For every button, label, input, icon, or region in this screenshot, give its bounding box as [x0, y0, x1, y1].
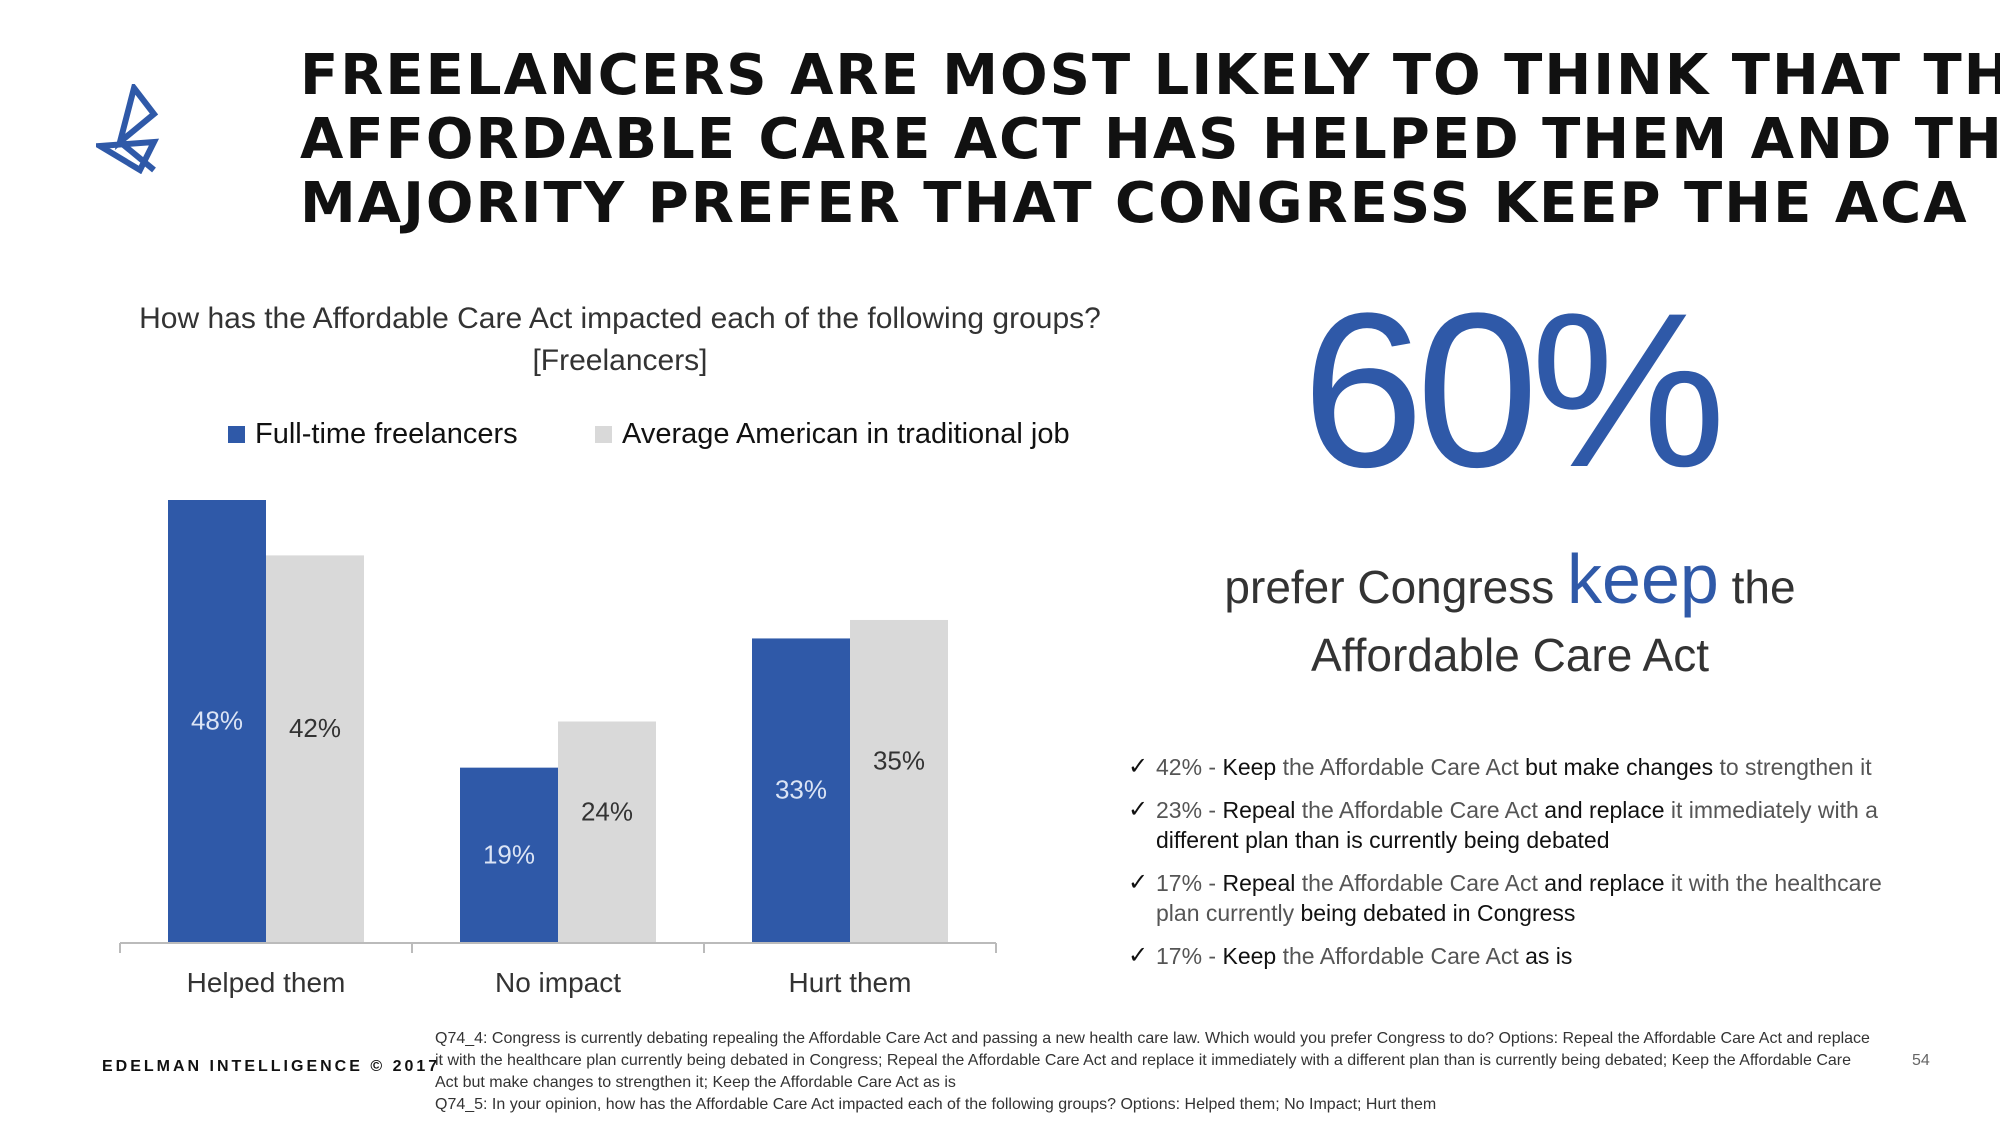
checkmark-icon: ✓ [1128, 753, 1149, 780]
bar-chart: 48% 42% Helped them 19% 24% No impact 33% 35% Hu… [119, 500, 997, 998]
stat-caption-pre: prefer Congress [1224, 561, 1555, 613]
option-percent: 17% - [1156, 870, 1223, 896]
footer-brand: EDELMAN INTELLIGENCE © 2017 [102, 1058, 441, 1075]
footnote: Q74_4: Congress is currently debating re… [435, 1028, 1875, 1116]
title-line: AFFORDABLE CARE ACT HAS HELPED THEM AND … [300, 107, 2000, 172]
x-tick-label: Helped them [187, 967, 346, 998]
data-label: 24% [581, 796, 633, 826]
question-text: How has the Affordable Care Act impacted… [139, 302, 1101, 335]
option-emphasis: Repeal [1222, 797, 1296, 823]
option-emphasis: being debated in Congress [1300, 900, 1576, 926]
option-emphasis: Repeal [1222, 870, 1296, 896]
chart-question: How has the Affordable Care Act impacted… [100, 298, 1140, 382]
x-tick-label: No impact [495, 967, 621, 998]
legend-item-freelancers: Full-time freelancers [228, 418, 518, 451]
option-item: ✓ 17% - Repeal the Affordable Care Act an… [1128, 868, 1908, 928]
option-percent: 23% - [1156, 797, 1223, 823]
data-label: 33% [775, 775, 827, 805]
option-segment: the Affordable Care Act [1276, 754, 1526, 780]
chart-legend: Full-time freelancers Average American i… [0, 418, 1100, 462]
data-label: 42% [289, 713, 341, 743]
legend-swatch [228, 426, 245, 443]
option-segment: the Affordable Care Act [1295, 870, 1545, 896]
option-percent: 17% - [1156, 943, 1223, 969]
option-text: 17% - Repeal the Affordable Care Act and… [1156, 868, 1908, 928]
option-segment: it with the healthcare plan currently [1156, 870, 1882, 926]
option-text: 17% - Keep the Affordable Care Act as is [1156, 941, 1572, 971]
data-label: 35% [873, 745, 925, 775]
option-segment: the Affordable Care Act [1295, 797, 1545, 823]
page-title: FREELANCERS ARE MOST LIKELY TO THINK THA… [300, 43, 2000, 236]
stat-caption-post: the [1731, 561, 1796, 613]
option-text: 42% - Keep the Affordable Care Act but m… [1156, 752, 1872, 782]
option-emphasis: and replace [1544, 797, 1665, 823]
data-label: 19% [483, 839, 535, 869]
title-line: FREELANCERS ARE MOST LIKELY TO THINK THA… [300, 43, 2000, 108]
question-subtext: [Freelancers] [532, 344, 708, 377]
bar [266, 555, 364, 943]
options-list: ✓ 42% - Keep the Affordable Care Act but … [1128, 752, 1908, 984]
page-number: 54 [1912, 1052, 1930, 1069]
stat-caption-keyword: keep [1567, 540, 1719, 618]
option-emphasis: as is [1525, 943, 1573, 969]
title-line: MAJORITY PREFER THAT CONGRESS KEEP THE A… [300, 171, 1969, 236]
bar [460, 767, 558, 943]
bar [168, 500, 266, 943]
option-item: ✓ 23% - Repeal the Affordable Care Act an… [1128, 795, 1908, 855]
checkmark-icon: ✓ [1128, 869, 1149, 896]
data-label: 48% [191, 706, 243, 736]
legend-item-average-american: Average American in traditional job [595, 418, 1070, 451]
checkmark-icon: ✓ [1128, 796, 1149, 823]
option-item: ✓ 42% - Keep the Affordable Care Act but … [1128, 752, 1908, 782]
option-text: 23% - Repeal the Affordable Care Act and… [1156, 795, 1908, 855]
option-emphasis: Keep [1222, 943, 1277, 969]
option-segment: it immediately with a [1664, 797, 1878, 823]
bar [558, 721, 656, 943]
stat-caption: prefer Congress keep the Affordable Care… [1160, 544, 1860, 689]
bar [850, 619, 948, 943]
option-segment: the Affordable Care Act [1276, 943, 1526, 969]
footnote-q74-4: Q74_4: Congress is currently debating re… [435, 1030, 1870, 1091]
option-emphasis: different plan than is currently being d… [1156, 827, 1610, 853]
option-emphasis: but make changes [1525, 754, 1714, 780]
legend-label: Average American in traditional job [622, 418, 1070, 450]
footnote-q74-5: Q74_5: In your opinion, how has the Affo… [435, 1096, 1437, 1113]
option-emphasis: and replace [1544, 870, 1665, 896]
x-tick-label: Hurt them [789, 967, 912, 998]
legend-swatch [595, 426, 612, 443]
option-item: ✓ 17% - Keep the Affordable Care Act as i… [1128, 941, 1908, 971]
option-percent: 42% - [1156, 754, 1223, 780]
legend-label: Full-time freelancers [255, 418, 518, 450]
bar [752, 638, 850, 943]
stat-caption-line2: Affordable Care Act [1310, 629, 1710, 681]
edelman-logo-icon [96, 84, 160, 174]
option-segment: to strengthen it [1713, 754, 1872, 780]
big-stat-value: 60% [1301, 267, 1726, 513]
checkmark-icon: ✓ [1128, 942, 1149, 969]
option-emphasis: Keep [1222, 754, 1277, 780]
